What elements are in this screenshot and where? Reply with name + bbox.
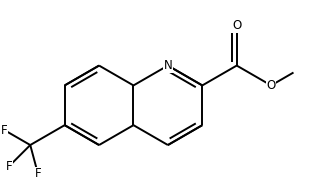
Text: F: F [35, 167, 41, 178]
Text: O: O [232, 19, 242, 32]
Text: N: N [164, 59, 172, 72]
Text: F: F [6, 160, 13, 173]
Text: O: O [267, 79, 276, 92]
Text: F: F [1, 124, 8, 137]
